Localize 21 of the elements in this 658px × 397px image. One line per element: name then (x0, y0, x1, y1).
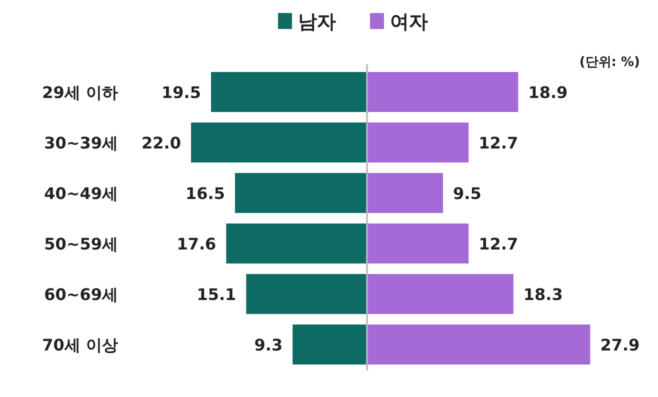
data-label: 12.7 (478, 134, 518, 152)
y-tick-label: 50~59세 (44, 234, 118, 254)
data-label: 9.3 (254, 336, 283, 354)
y-tick-label: 30~39세 (44, 134, 118, 152)
data-label: 18.9 (528, 83, 568, 102)
data-label: 18.3 (523, 285, 563, 304)
data-label: 9.5 (453, 184, 482, 203)
data-label: 17.6 (176, 234, 216, 254)
data-label: 19.5 (162, 83, 201, 102)
data-label: 22.0 (142, 134, 181, 152)
y-tick-label: 40~49세 (44, 184, 118, 203)
legend-label: 남자 (298, 11, 336, 33)
data-label: 12.7 (478, 234, 518, 254)
annotation: (단위: %) (579, 55, 640, 70)
data-label: 27.9 (600, 336, 640, 354)
y-tick-label: 29세 이하 (42, 83, 118, 102)
data-label: 15.1 (196, 285, 236, 304)
y-tick-label: 70세 이상 (42, 336, 118, 354)
legend-label: 여자 (390, 11, 428, 33)
y-tick-label: 60~69세 (44, 285, 118, 304)
data-label: 16.5 (186, 184, 225, 203)
